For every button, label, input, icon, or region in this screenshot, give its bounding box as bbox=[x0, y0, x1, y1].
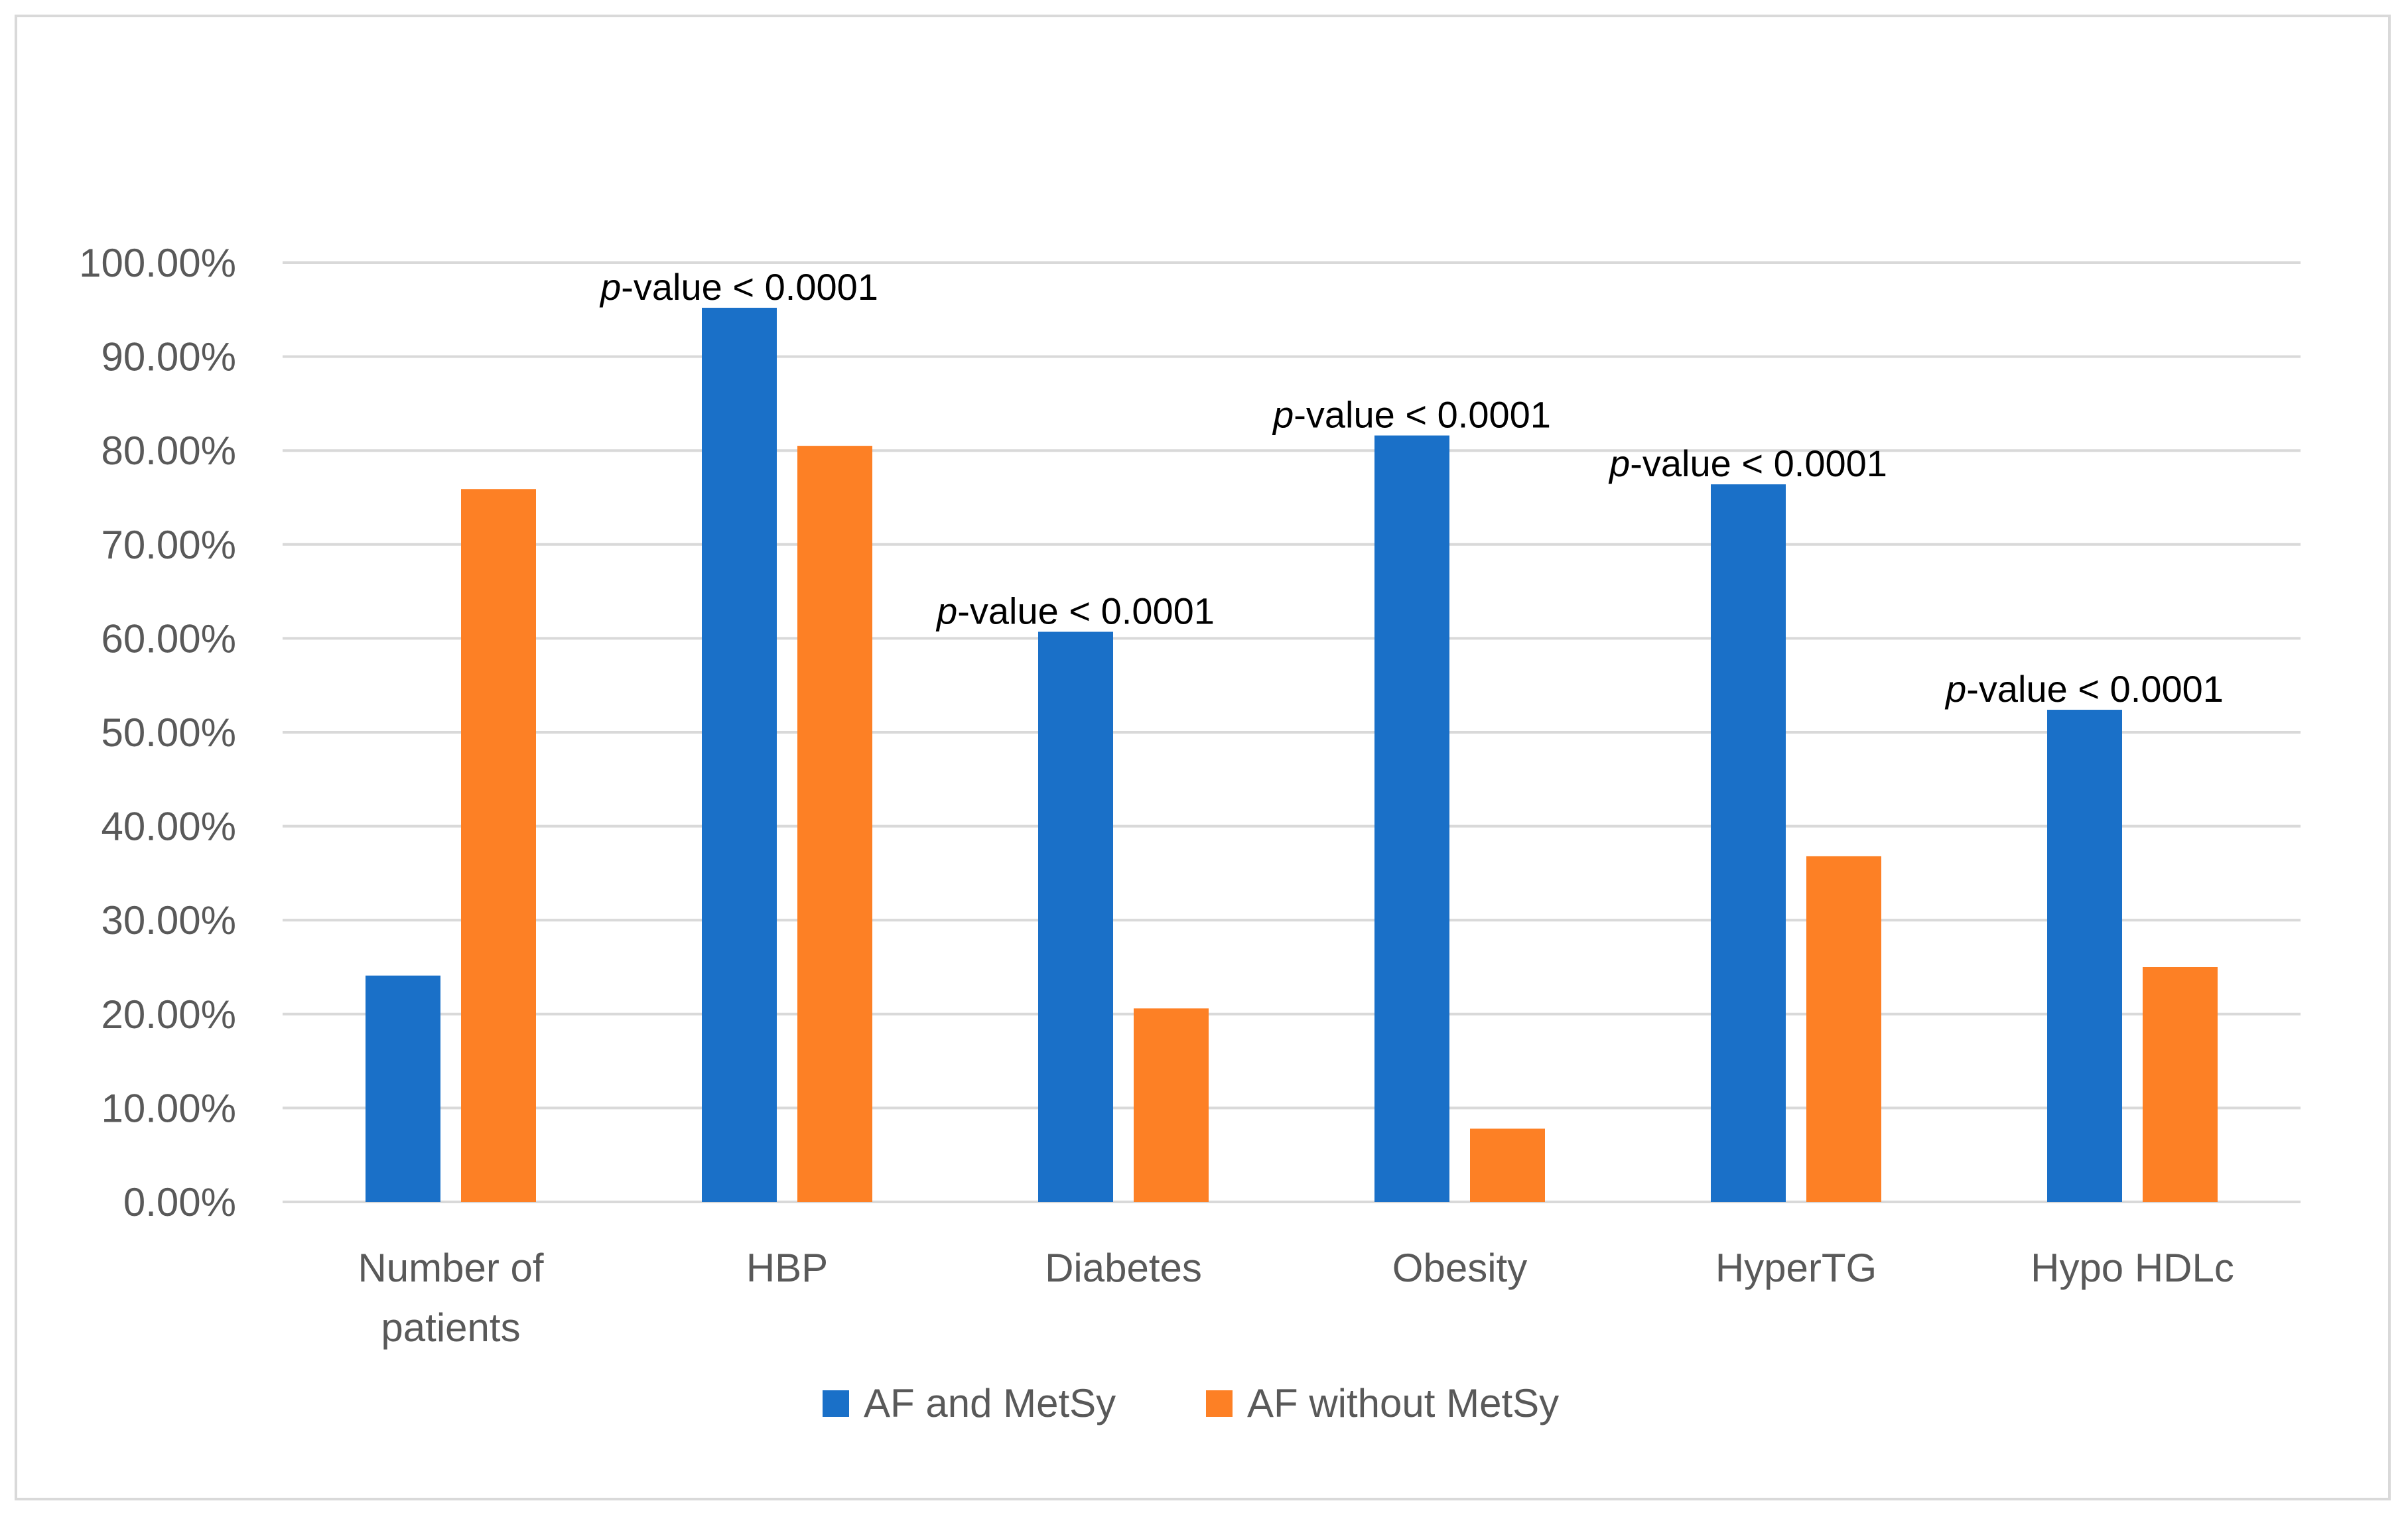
bar-af-without-metsy bbox=[1134, 1008, 1209, 1202]
x-category-label: patients bbox=[381, 1305, 520, 1350]
legend-label-af-and-metsy: AF and MetSy bbox=[864, 1381, 1116, 1425]
p-value-annotations: p-value < 0.0001 p-value < 0.0001 p-value … bbox=[599, 266, 2224, 710]
x-category-label: Hypo HDLc bbox=[2031, 1246, 2234, 1290]
bar-af-without-metsy bbox=[797, 446, 872, 1202]
legend-label-af-without-metsy: AF without MetSy bbox=[1247, 1381, 1559, 1425]
y-tick-label: 100.00% bbox=[79, 241, 236, 285]
p-value-annotation: p-value < 0.0001 bbox=[1272, 394, 1551, 436]
x-category-label: HyperTG bbox=[1715, 1246, 1877, 1290]
p-value-annotation: p-value < 0.0001 bbox=[599, 266, 878, 308]
y-tick-label: 50.00% bbox=[101, 710, 237, 755]
bar-af-and-metsy bbox=[1038, 631, 1113, 1202]
bars bbox=[366, 307, 2218, 1203]
y-tick-label: 20.00% bbox=[101, 992, 237, 1037]
bar-af-without-metsy bbox=[2143, 967, 2218, 1202]
y-tick-label: 40.00% bbox=[101, 805, 237, 849]
gridlines bbox=[283, 261, 2301, 1203]
x-category-label: Number of bbox=[358, 1246, 543, 1290]
chart-frame: 0.00% 10.00% 20.00% 30.00% 40.00% 50.00% 60.00… bbox=[15, 15, 2391, 1500]
bar-af-and-metsy bbox=[1711, 484, 1786, 1202]
bar-af-and-metsy bbox=[702, 307, 777, 1202]
y-axis-ticks: 0.00% 10.00% 20.00% 30.00% 40.00% 50.00% 60.00… bbox=[79, 241, 236, 1224]
bar-af-and-metsy bbox=[1374, 435, 1449, 1203]
y-tick-label: 10.00% bbox=[101, 1086, 237, 1130]
bar-af-without-metsy bbox=[1470, 1128, 1545, 1202]
bar-af-and-metsy bbox=[366, 975, 440, 1202]
y-tick-label: 70.00% bbox=[101, 523, 237, 567]
y-tick-label: 0.00% bbox=[123, 1180, 236, 1224]
p-value-annotation: p-value < 0.0001 bbox=[1944, 668, 2224, 710]
legend: AF and MetSy AF without MetSy bbox=[823, 1381, 1559, 1425]
bar-af-without-metsy bbox=[461, 489, 536, 1202]
p-value-annotation: p-value < 0.0001 bbox=[1608, 442, 1887, 484]
y-tick-label: 60.00% bbox=[101, 616, 237, 661]
bar-af-and-metsy bbox=[2047, 710, 2122, 1202]
y-tick-label: 80.00% bbox=[101, 428, 237, 473]
p-value-annotation: p-value < 0.0001 bbox=[935, 590, 1215, 631]
y-tick-label: 30.00% bbox=[101, 898, 237, 943]
x-category-label: HBP bbox=[746, 1246, 828, 1290]
bar-chart: 0.00% 10.00% 20.00% 30.00% 40.00% 50.00% 60.00… bbox=[79, 241, 2301, 1425]
legend-swatch-af-without-metsy bbox=[1206, 1390, 1233, 1417]
bar-af-without-metsy bbox=[1806, 856, 1881, 1202]
y-tick-label: 90.00% bbox=[101, 335, 237, 379]
x-category-label: Obesity bbox=[1392, 1246, 1527, 1290]
x-axis-categories: Number of patients HBP Diabetes Obesity Hyper… bbox=[358, 1246, 2234, 1350]
legend-swatch-af-and-metsy bbox=[823, 1390, 849, 1417]
x-category-label: Diabetes bbox=[1045, 1246, 1202, 1290]
